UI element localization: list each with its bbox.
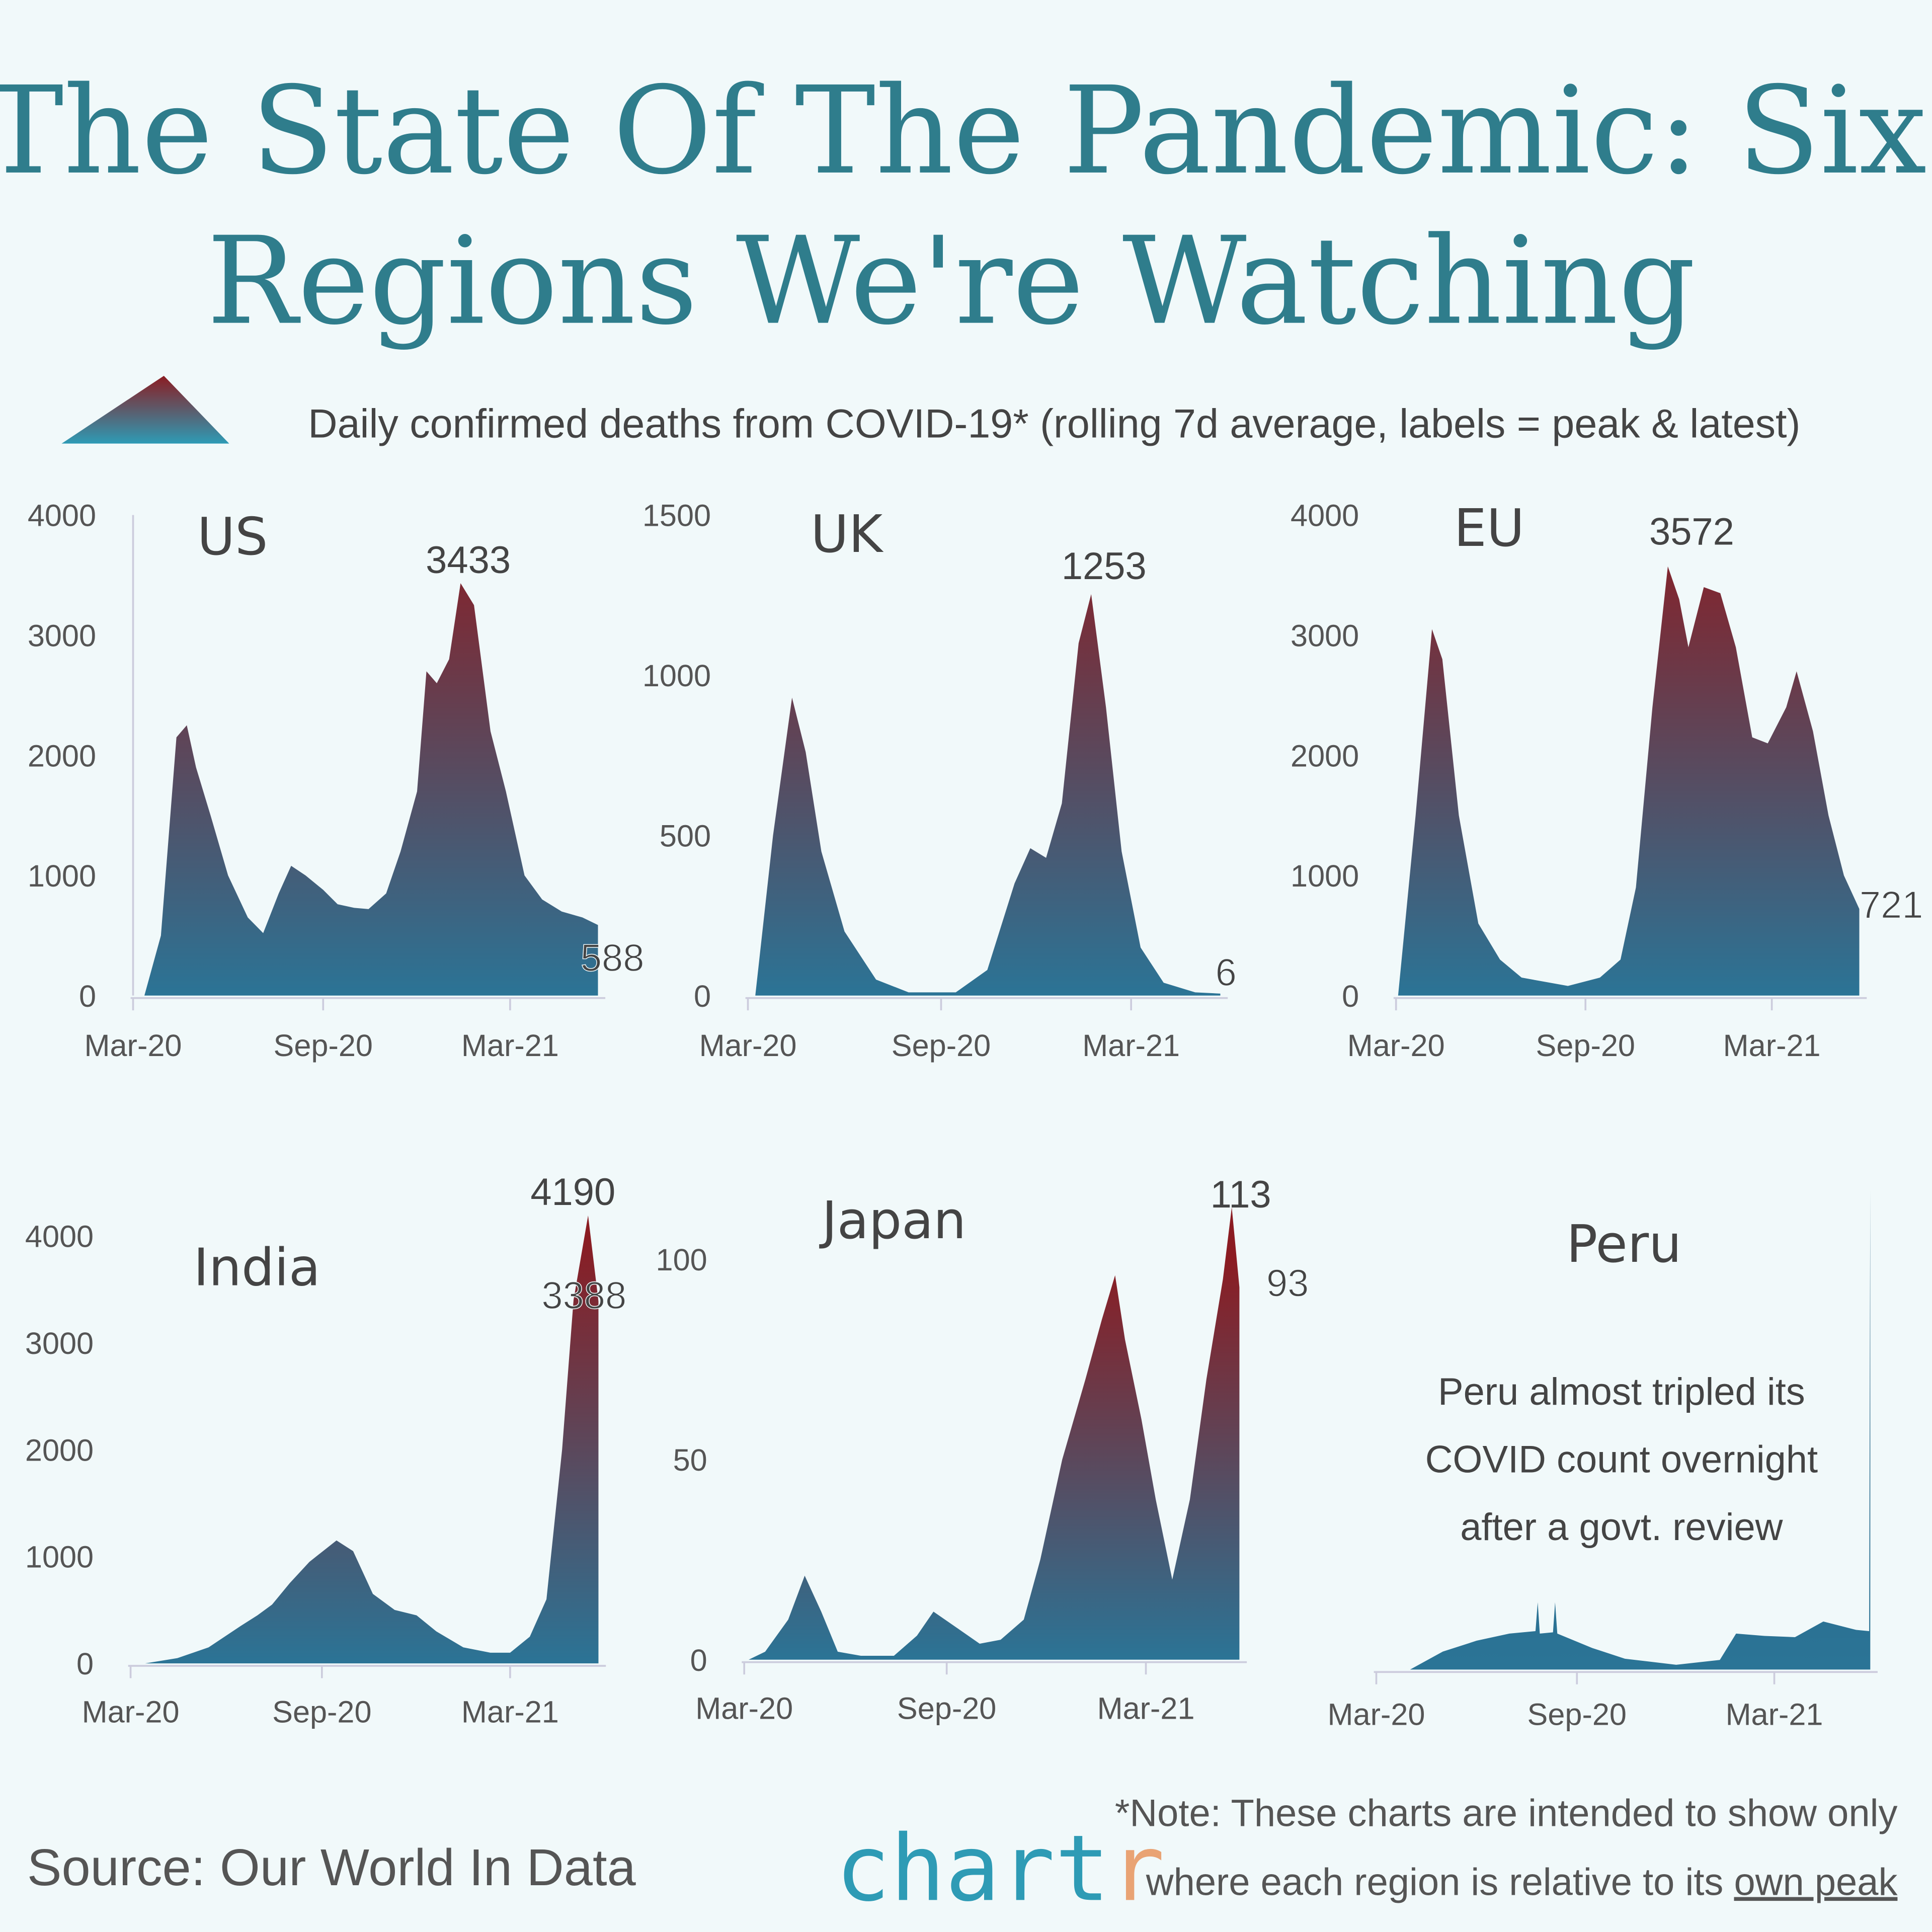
peak-label: 3572 bbox=[1649, 510, 1734, 553]
y-tick-label: 1000 bbox=[642, 659, 711, 693]
source-text: Source: Our World In Data bbox=[27, 1838, 636, 1896]
latest-label: 588 bbox=[581, 937, 645, 980]
panel-eu: Mar-20 Sep-20 Mar-21 0 1000 2000 3000 4000 EU 357… bbox=[1291, 499, 1923, 1063]
x-tick-label: Mar-21 bbox=[461, 1028, 559, 1063]
x-tick-label: Sep-20 bbox=[1536, 1028, 1635, 1063]
subtitle: Daily confirmed deaths from COVID-19* (r… bbox=[308, 401, 1800, 446]
area-series-eu bbox=[1398, 566, 1860, 996]
annotation-line: after a govt. review bbox=[1460, 1506, 1783, 1549]
x-tick-label: Sep-20 bbox=[897, 1691, 996, 1725]
annotation-line: Peru almost tripled its bbox=[1438, 1371, 1805, 1413]
legend-triangle-icon bbox=[61, 375, 229, 444]
area-series-india bbox=[145, 1215, 599, 1664]
x-tick-label: Mar-21 bbox=[1723, 1028, 1821, 1063]
x-tick-label: Sep-20 bbox=[892, 1028, 991, 1063]
y-tick-label: 0 bbox=[76, 1647, 94, 1681]
x-tick-label: Mar-20 bbox=[1328, 1698, 1425, 1732]
y-tick-label: 0 bbox=[694, 979, 711, 1013]
y-tick-label: 0 bbox=[79, 979, 96, 1013]
note-line-2: where each region is relative to its own… bbox=[1146, 1861, 1898, 1904]
peak-label: 1253 bbox=[1062, 545, 1147, 588]
annotation-line: COVID count overnight bbox=[1425, 1438, 1818, 1481]
panel-title: India bbox=[193, 1238, 320, 1298]
y-tick-label: 3000 bbox=[1291, 618, 1359, 653]
note-line-1: *Note: These charts are intended to show… bbox=[1115, 1792, 1898, 1834]
area-series-uk bbox=[755, 594, 1221, 996]
area-series-us bbox=[144, 583, 598, 996]
y-tick-label: 3000 bbox=[28, 618, 96, 653]
x-tick-label: Mar-21 bbox=[1082, 1028, 1180, 1063]
y-tick-label: 50 bbox=[673, 1443, 707, 1477]
x-tick-label: Mar-21 bbox=[1726, 1698, 1823, 1732]
x-tick-label: Mar-21 bbox=[461, 1695, 559, 1729]
title-line-1: The State Of The Pandemic: Six bbox=[0, 60, 1926, 201]
y-tick-label: 4000 bbox=[1291, 499, 1359, 533]
x-tick-label: Mar-20 bbox=[82, 1695, 180, 1729]
y-tick-label: 1500 bbox=[642, 499, 711, 533]
y-tick-label: 2000 bbox=[1291, 739, 1359, 773]
title-line-2: Regions We're Watching bbox=[207, 211, 1696, 352]
panel-peru: Mar-20 Sep-20 Mar-21 Peru Peru almost triple… bbox=[1328, 1189, 1878, 1732]
y-tick-label: 2000 bbox=[25, 1433, 94, 1467]
panel-title: Peru bbox=[1566, 1215, 1681, 1274]
panel-title: UK bbox=[811, 505, 883, 565]
x-tick-label: Sep-20 bbox=[274, 1028, 373, 1063]
panel-title: US bbox=[197, 507, 268, 567]
y-tick-label: 0 bbox=[1342, 979, 1359, 1013]
latest-label: 6 bbox=[1216, 951, 1237, 994]
x-tick-label: Mar-20 bbox=[85, 1028, 182, 1063]
peak-label: 113 bbox=[1211, 1173, 1271, 1216]
y-tick-label: 1000 bbox=[1291, 859, 1359, 893]
y-tick-label: 4000 bbox=[25, 1219, 94, 1253]
y-tick-label: 4000 bbox=[28, 499, 96, 533]
panel-japan: Mar-20 Sep-20 Mar-21 0 50 100 Japan 113 93 bbox=[656, 1173, 1310, 1725]
latest-label: 93 bbox=[1266, 1262, 1309, 1305]
x-tick-label: Mar-20 bbox=[699, 1028, 797, 1063]
x-tick-label: Sep-20 bbox=[1527, 1698, 1627, 1732]
panel-us: Mar-20 Sep-20 Mar-21 0 1000 2000 3000 4000 US 343… bbox=[28, 499, 645, 1063]
panel-uk: Mar-20 Sep-20 Mar-21 0 500 1000 1500 UK 1253 6 bbox=[642, 499, 1237, 1063]
y-tick-label: 1000 bbox=[25, 1540, 94, 1574]
x-tick-label: Mar-21 bbox=[1097, 1691, 1195, 1725]
x-tick-label: Mar-20 bbox=[695, 1691, 793, 1725]
peak-label: 4190 bbox=[530, 1171, 615, 1214]
y-tick-label: 100 bbox=[656, 1243, 707, 1277]
panel-india: Mar-20 Sep-20 Mar-21 0 1000 2000 3000 4000 India… bbox=[25, 1171, 627, 1729]
panel-title: Japan bbox=[819, 1191, 966, 1251]
x-tick-label: Mar-20 bbox=[1347, 1028, 1445, 1063]
latest-label: 3388 bbox=[541, 1274, 626, 1317]
y-tick-label: 2000 bbox=[28, 739, 96, 773]
y-tick-label: 500 bbox=[660, 819, 711, 853]
panel-title: EU bbox=[1454, 499, 1524, 558]
peak-label: 3433 bbox=[426, 539, 511, 582]
x-tick-label: Sep-20 bbox=[272, 1695, 371, 1729]
y-tick-label: 1000 bbox=[28, 859, 96, 893]
y-tick-label: 3000 bbox=[25, 1326, 94, 1360]
chartr-logo: chartr bbox=[835, 1815, 1165, 1921]
latest-label: 721 bbox=[1860, 883, 1923, 926]
area-series-japan bbox=[748, 1207, 1240, 1660]
y-tick-label: 0 bbox=[690, 1643, 707, 1677]
